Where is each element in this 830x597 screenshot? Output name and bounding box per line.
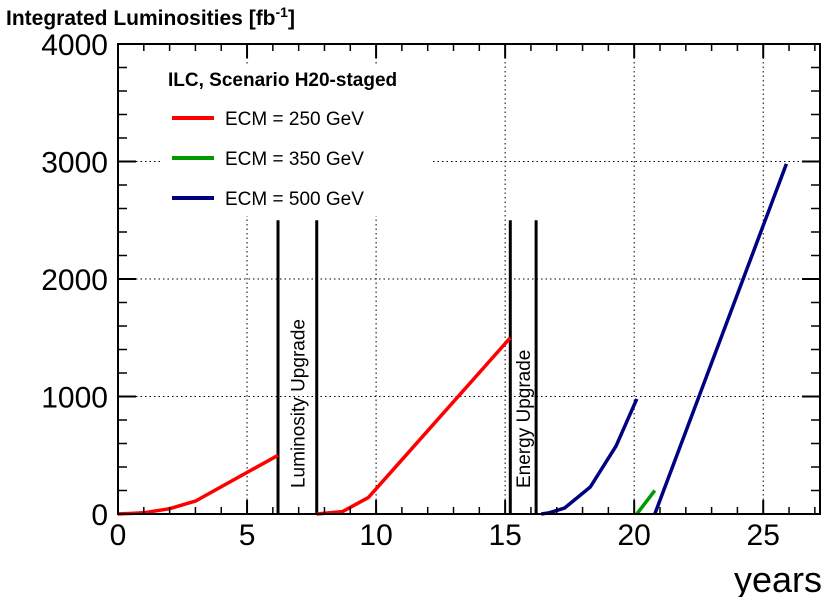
x-tick-label: 10 <box>359 519 392 552</box>
data-series <box>117 163 789 516</box>
y-tick-label: 2000 <box>41 264 108 297</box>
chart-title: Integrated Luminosities [fb-1] <box>6 4 295 30</box>
x-tick-label: 15 <box>488 519 521 552</box>
series-line <box>653 163 789 515</box>
y-tick-label: 4000 <box>41 29 108 62</box>
x-tick-label: 25 <box>747 519 780 552</box>
tick-labels: 0 5 10 15 20 25 0 1000 2000 3000 4000 <box>41 29 780 552</box>
legend-background <box>160 64 430 216</box>
legend-label: ECM = 350 GeV <box>225 149 364 170</box>
x-tick-label: 0 <box>110 519 127 552</box>
legend-title: ILC, Scenario H20-staged <box>168 70 397 91</box>
y-tick-label: 0 <box>91 499 108 532</box>
upgrade-label: Energy Upgrade <box>514 350 535 488</box>
series-line <box>316 336 512 516</box>
axis-ticks <box>117 43 820 515</box>
x-tick-label: 5 <box>239 519 256 552</box>
series-line <box>635 489 657 516</box>
legend-label: ECM = 500 GeV <box>225 189 364 210</box>
y-tick-label: 3000 <box>41 147 108 180</box>
legend-label: ECM = 250 GeV <box>225 109 364 130</box>
upgrade-annotations: Luminosity Upgrade Energy Upgrade <box>276 220 538 514</box>
x-axis-label: years <box>734 559 822 597</box>
x-tick-label: 20 <box>617 519 650 552</box>
legend: ILC, Scenario H20-staged ECM = 250 GeV EC… <box>160 64 430 216</box>
series-line <box>117 453 279 516</box>
series-line <box>541 398 639 516</box>
y-tick-label: 1000 <box>41 382 108 415</box>
upgrade-label: Luminosity Upgrade <box>288 319 309 488</box>
